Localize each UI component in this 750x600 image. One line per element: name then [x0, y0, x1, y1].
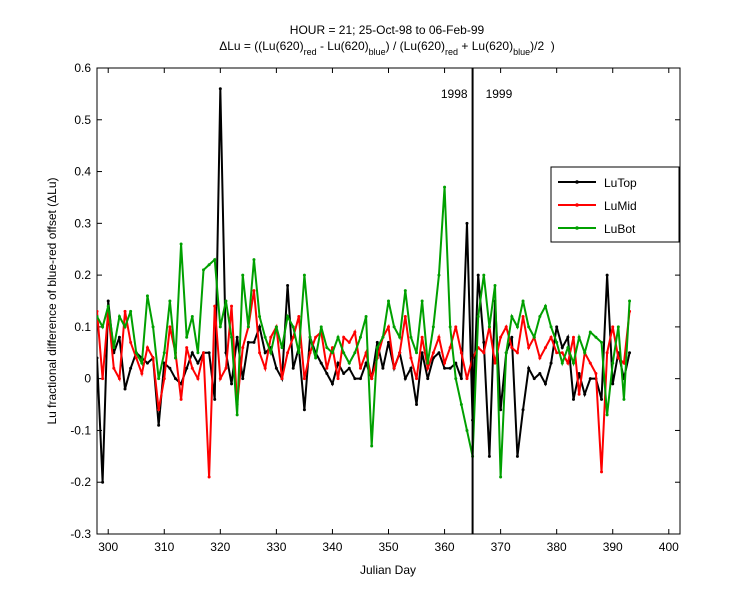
subtitle-part: ΔLu = ((Lu(620): [219, 39, 303, 53]
y-tick-label: 0.6: [74, 61, 91, 75]
series-line: [97, 185, 632, 479]
y-tick-label: -0.3: [70, 527, 91, 541]
legend-marker: [575, 203, 579, 207]
y-tick-label: 0.3: [74, 216, 91, 230]
subtitle-part: ) / (Lu(620): [386, 39, 445, 53]
legend-label: LuBot: [604, 222, 636, 236]
x-tick-label: 340: [322, 540, 342, 554]
subscript: red: [304, 47, 317, 57]
chart-subtitle: ΔLu = ((Lu(620)red - Lu(620)blue) / (Lu(…: [219, 39, 555, 57]
y-tick-label: -0.2: [70, 475, 91, 489]
x-tick-label: 400: [659, 540, 679, 554]
y-axis-label: Lu fractional difference of blue-red off…: [45, 177, 59, 424]
x-tick-label: 370: [491, 540, 511, 554]
legend-label: LuTop: [604, 176, 637, 190]
x-tick-label: 310: [154, 540, 174, 554]
x-tick-label: 320: [210, 540, 230, 554]
chart-title: HOUR = 21; 25-Oct-98 to 06-Feb-99: [290, 23, 485, 37]
x-tick-label: 390: [603, 540, 623, 554]
subtitle-part: + Lu(620): [458, 39, 513, 53]
y-tick-label: 0.2: [74, 268, 91, 282]
x-tick-label: 360: [435, 540, 455, 554]
subtitle-part: - Lu(620): [317, 39, 369, 53]
y-tick-label: 0.1: [74, 320, 91, 334]
subtitle-part: )/2 ): [530, 39, 555, 53]
annotation: 1998: [441, 87, 468, 101]
y-tick-label: 0.4: [74, 165, 91, 179]
x-tick-label: 330: [266, 540, 286, 554]
legend-marker: [575, 226, 579, 230]
x-tick-label: 300: [98, 540, 118, 554]
subscript: blue: [369, 47, 386, 57]
x-tick-label: 380: [547, 540, 567, 554]
subscript: blue: [513, 47, 530, 57]
y-tick-label: -0.1: [70, 423, 91, 437]
subscript: red: [445, 47, 458, 57]
x-tick-label: 350: [378, 540, 398, 554]
annotation: 1999: [486, 87, 513, 101]
y-tick-label: 0.5: [74, 113, 91, 127]
legend-label: LuMid: [604, 199, 637, 213]
legend-marker: [575, 180, 579, 184]
y-tick-label: 0: [84, 372, 91, 386]
x-axis-label: Julian Day: [360, 563, 416, 577]
